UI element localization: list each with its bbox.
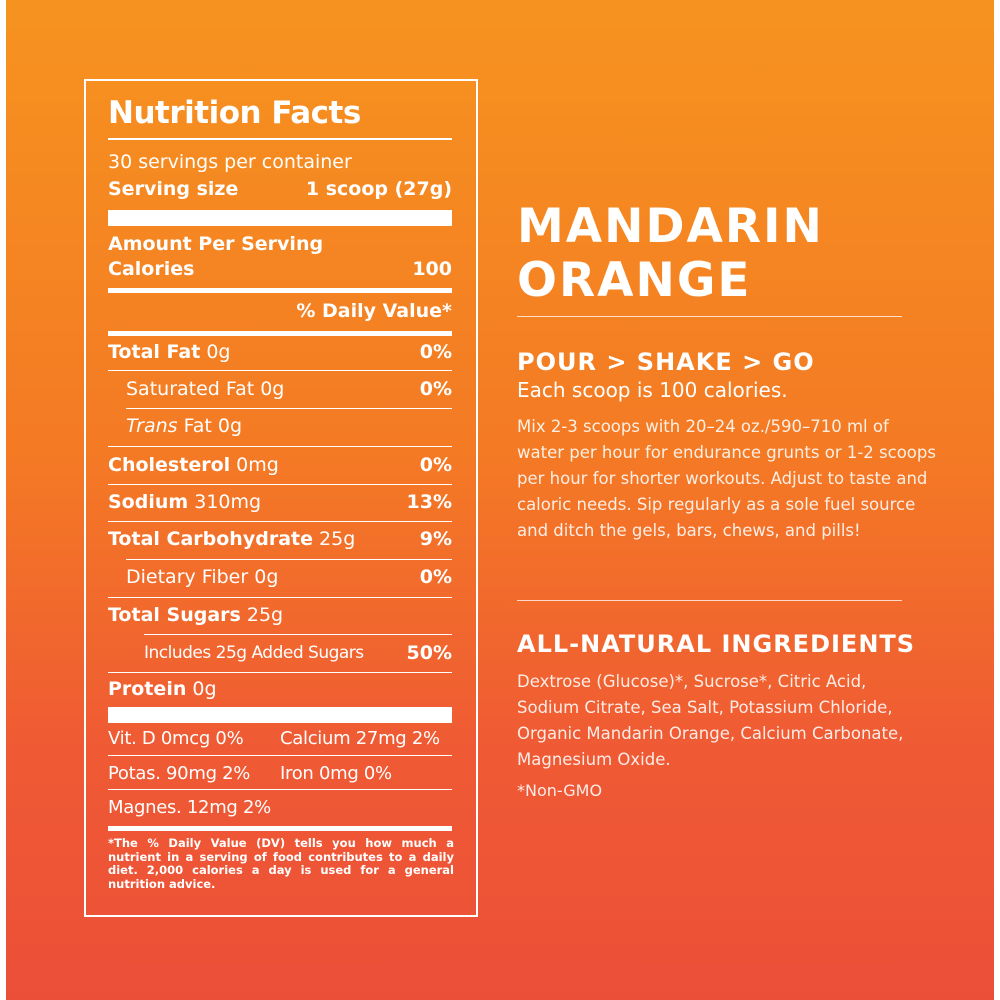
section-divider — [517, 316, 902, 317]
row-divider — [108, 484, 452, 485]
ingredients-heading: ALL-NATURAL INGREDIENTS — [517, 630, 916, 658]
calories-label: Calories — [108, 258, 195, 280]
directions-heading: POUR > SHAKE > GO — [517, 348, 815, 376]
nutrient-row-protein: Protein 0g — [108, 678, 217, 700]
section-divider — [517, 600, 902, 601]
calories-value: 100 — [412, 258, 452, 280]
row-divider — [108, 755, 452, 756]
daily-value-header: % Daily Value* — [296, 300, 452, 322]
magnesium: Magnes. 12mg 2% — [108, 797, 271, 818]
nutrient-dv: 0% — [419, 378, 452, 400]
medium-divider — [108, 288, 452, 293]
thick-divider — [108, 707, 452, 723]
row-divider — [108, 370, 452, 371]
row-divider — [108, 597, 452, 598]
product-title: MANDARIN ORANGE — [517, 200, 824, 308]
row-divider — [108, 789, 452, 790]
divider — [108, 138, 452, 140]
nutrient-dv: 0% — [419, 341, 452, 363]
nutrient-row-cholesterol: Cholesterol 0mg — [108, 454, 279, 476]
row-divider — [144, 634, 452, 635]
amount-per-serving: Amount Per Serving — [108, 233, 324, 255]
nutrient-row-saturated-fat: Saturated Fat 0g — [126, 378, 285, 400]
row-divider — [108, 672, 452, 673]
row-divider — [108, 521, 452, 522]
calcium: Calcium 27mg 2% — [280, 728, 440, 749]
directions-subheading: Each scoop is 100 calories. — [517, 378, 788, 402]
footnote: *The % Daily Value (DV) tells you how mu… — [108, 836, 454, 891]
product-title-line1: MANDARIN — [517, 199, 824, 254]
thick-divider — [108, 210, 452, 226]
row-divider — [126, 559, 452, 560]
nutrient-row-total-sugars: Total Sugars 25g — [108, 604, 284, 626]
non-gmo-note: *Non-GMO — [517, 781, 603, 800]
medium-divider — [108, 826, 452, 831]
nutrition-facts-label: Nutrition Facts 30 servings per containe… — [84, 79, 478, 917]
product-title-line2: ORANGE — [517, 253, 752, 308]
serving-size-label: Serving size — [108, 178, 239, 200]
row-divider — [126, 408, 452, 409]
serving-size-value: 1 scoop (27g) — [305, 178, 452, 200]
nutrient-dv: 0% — [419, 454, 452, 476]
nutrient-dv: 50% — [406, 642, 452, 664]
nutrient-dv: 13% — [406, 491, 452, 513]
nutrient-row-sodium: Sodium 310mg — [108, 491, 262, 513]
nutrient-row-trans-fat: Trans Fat 0g — [126, 415, 243, 437]
nutrition-title: Nutrition Facts — [108, 95, 361, 131]
nutrient-row-carbohydrate: Total Carbohydrate 25g — [108, 528, 356, 550]
vitamin-d: Vit. D 0mcg 0% — [108, 728, 244, 749]
iron: Iron 0mg 0% — [280, 763, 392, 784]
ingredients-body: Dextrose (Glucose)*, Sucrose*, Citric Ac… — [517, 672, 904, 769]
medium-divider — [108, 331, 452, 336]
row-divider — [108, 446, 452, 447]
servings-per-container: 30 servings per container — [108, 151, 352, 173]
nutrient-row-fiber: Dietary Fiber 0g — [126, 566, 279, 588]
nutrient-dv: 9% — [419, 528, 452, 550]
nutrient-row-total-fat: Total Fat 0g — [108, 341, 231, 363]
product-info-panel: Nutrition Facts 30 servings per containe… — [6, 0, 994, 1000]
nutrient-row-added-sugars: Includes 25g Added Sugars — [144, 643, 364, 663]
directions-body: Mix 2-3 scoops with 20–24 oz./590–710 ml… — [517, 417, 936, 540]
potassium: Potas. 90mg 2% — [108, 763, 251, 784]
nutrient-dv: 0% — [419, 566, 452, 588]
